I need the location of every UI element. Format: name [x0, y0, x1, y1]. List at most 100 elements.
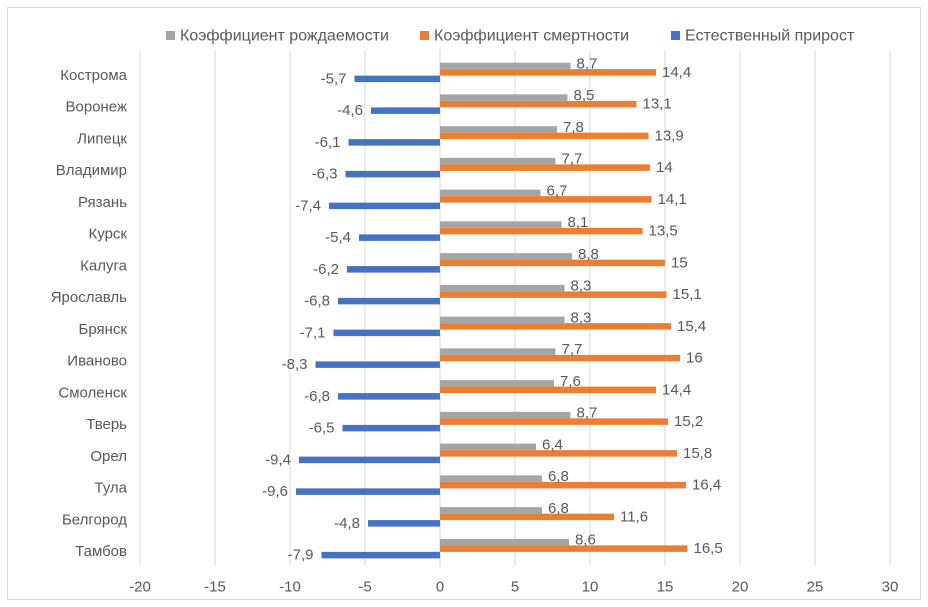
- bar-birth-rate: [440, 94, 568, 101]
- data-label-natural-increase: -6,1: [315, 134, 341, 151]
- legend-label-natural-increase: Естественный прирост: [685, 28, 855, 45]
- bar-death-rate: [440, 386, 656, 394]
- data-label-death-rate: 13,9: [655, 127, 684, 144]
- category-label: Тверь: [86, 416, 127, 433]
- category-label: Орел: [90, 448, 127, 465]
- bar-birth-rate: [440, 221, 562, 228]
- data-label-death-rate: 15,4: [677, 318, 706, 335]
- bar-birth-rate: [440, 411, 571, 419]
- bar-natural-increase: [347, 266, 440, 273]
- data-label-natural-increase: -4,6: [337, 102, 363, 119]
- data-label-birth-rate: 8,1: [568, 214, 589, 231]
- data-label-natural-increase: -9,4: [265, 451, 291, 468]
- data-label-natural-increase: -9,6: [262, 483, 288, 500]
- bar-birth-rate: [440, 475, 542, 482]
- data-label-birth-rate: 7,8: [563, 119, 584, 136]
- data-label-natural-increase: -8,3: [282, 356, 308, 373]
- data-label-death-rate: 16: [686, 350, 703, 367]
- legend-item-death-rate: Коэффициент смертности: [420, 28, 629, 45]
- x-tick-label: -5: [358, 579, 371, 596]
- bar-death-rate: [440, 164, 650, 171]
- data-label-birth-rate: 8,3: [571, 309, 592, 326]
- data-label-birth-rate: 8,6: [575, 532, 596, 549]
- data-label-death-rate: 14,4: [662, 64, 691, 81]
- data-label-birth-rate: 7,7: [562, 341, 583, 358]
- bar-natural-increase: [321, 551, 440, 559]
- category-label: Ярославль: [51, 289, 127, 306]
- category-label: Тула: [94, 480, 127, 497]
- bar-death-rate: [440, 69, 656, 76]
- category-label: Калуга: [80, 257, 127, 274]
- bar-natural-increase: [354, 75, 440, 83]
- bar-birth-rate: [440, 126, 557, 133]
- bar-birth-rate: [440, 62, 571, 70]
- data-label-birth-rate: 8,8: [578, 246, 599, 263]
- data-label-death-rate: 11,6: [620, 508, 648, 525]
- data-label-birth-rate: 6,8: [548, 500, 569, 517]
- bar-death-rate: [440, 227, 643, 235]
- bar-natural-increase: [338, 393, 440, 400]
- bar-birth-rate: [440, 348, 556, 355]
- x-tick-label: 5: [511, 579, 519, 596]
- bar-natural-increase: [345, 170, 440, 178]
- bar-birth-rate: [440, 189, 541, 197]
- data-label-death-rate: 13,5: [649, 223, 678, 240]
- legend-item-natural-increase: Естественный прирост: [671, 28, 855, 45]
- bar-natural-increase: [296, 488, 440, 495]
- bar-death-rate: [440, 545, 688, 552]
- x-tick-label: -10: [279, 579, 301, 596]
- data-label-natural-increase: -7,9: [288, 547, 314, 564]
- x-tick-label: -15: [204, 579, 226, 596]
- data-label-natural-increase: -5,7: [321, 70, 347, 87]
- data-label-natural-increase: -6,8: [304, 293, 330, 310]
- category-labels: Кострома Воронеж Липецк Владимир Рязань Курск…: [51, 67, 128, 560]
- category-label: Владимир: [56, 162, 127, 179]
- category-label: Кострома: [60, 67, 127, 84]
- data-label-death-rate: 13,1: [643, 96, 672, 113]
- data-labels: 8,7 14,4 -5,7 8,5 13,1 -4,6 7,8 13,9 -6,1 7,7 14 -6…: [262, 55, 723, 563]
- bar-natural-increase: [333, 329, 440, 337]
- bar-natural-increase: [315, 361, 440, 368]
- x-tick-label: 15: [657, 579, 674, 596]
- data-label-natural-increase: -7,4: [295, 197, 321, 214]
- bar-natural-increase: [329, 202, 440, 210]
- bar-death-rate: [440, 513, 614, 521]
- data-label-birth-rate: 6,7: [547, 182, 568, 199]
- bar-natural-increase: [371, 107, 440, 114]
- data-label-death-rate: 14: [656, 159, 673, 176]
- bar-natural-increase: [299, 456, 440, 464]
- bars: [296, 62, 688, 559]
- x-tick-label: 30: [882, 579, 899, 596]
- x-tick-label: 0: [436, 579, 444, 596]
- legend: Коэффициент рождаемости Коэффициент смер…: [166, 28, 855, 45]
- bar-natural-increase: [368, 520, 440, 527]
- data-label-death-rate: 15: [671, 254, 688, 271]
- category-label: Курск: [89, 226, 128, 243]
- category-label: Брянск: [79, 321, 128, 338]
- legend-swatch-birth-rate: [166, 31, 175, 40]
- data-label-birth-rate: 6,8: [548, 468, 569, 485]
- x-tick-label: -20: [129, 579, 151, 596]
- legend-swatch-death-rate: [420, 31, 429, 40]
- x-tick-label: 20: [732, 579, 749, 596]
- bar-birth-rate: [440, 253, 572, 260]
- data-label-birth-rate: 8,7: [577, 405, 598, 422]
- bar-death-rate: [440, 259, 665, 267]
- data-label-death-rate: 16,4: [692, 477, 721, 494]
- x-tick-label: 25: [807, 579, 824, 596]
- bar-death-rate: [440, 481, 686, 489]
- data-label-natural-increase: -7,1: [300, 324, 326, 341]
- bar-death-rate: [440, 418, 668, 425]
- data-label-birth-rate: 8,5: [574, 87, 595, 104]
- category-label: Белгород: [62, 511, 127, 528]
- data-label-natural-increase: -6,2: [313, 261, 339, 278]
- data-label-natural-increase: -6,8: [304, 388, 330, 405]
- legend-item-birth-rate: Коэффициент рождаемости: [166, 28, 389, 45]
- bar-natural-increase: [338, 297, 440, 305]
- data-label-death-rate: 15,2: [674, 413, 703, 430]
- bar-death-rate: [440, 291, 667, 298]
- data-label-natural-increase: -6,5: [309, 420, 335, 437]
- data-label-birth-rate: 7,7: [562, 151, 583, 168]
- bar-death-rate: [440, 132, 649, 140]
